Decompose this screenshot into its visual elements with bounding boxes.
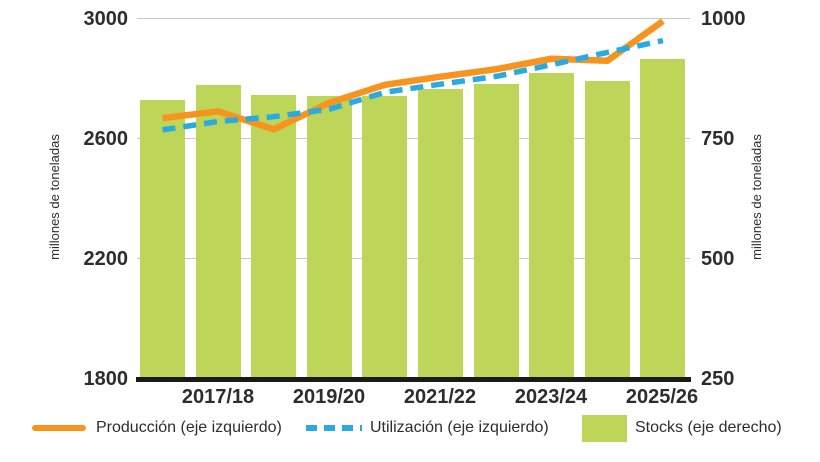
legend-label-stocks: Stocks (eje derecho) — [635, 419, 782, 436]
x-axis-tick: 2019/20 — [292, 386, 366, 408]
x-axis-tick: 2021/22 — [403, 386, 477, 408]
left-axis-tick: 2200 — [83, 248, 129, 270]
stocks-square-swatch-icon — [582, 414, 627, 442]
stock-bar-2017-18 — [195, 84, 241, 377]
stock-bar-2018-19 — [251, 95, 297, 377]
left-axis-tick: 1800 — [83, 368, 129, 390]
legend-item-stocks: Stocks (eje derecho) — [582, 412, 782, 444]
stock-bar-2025-26 — [640, 59, 686, 377]
right-axis-tick: 500 — [701, 248, 735, 270]
right-axis-tick: 750 — [701, 128, 735, 150]
gridline-mid-upper — [137, 138, 690, 139]
stock-bar-2023-24 — [529, 72, 575, 377]
left-axis-tick: 3000 — [83, 8, 129, 30]
x-axis-tick: 2017/18 — [181, 386, 255, 408]
line-series-layer — [162, 18, 665, 133]
legend-item-utilizacion: Utilización (eje izquierdo) — [306, 412, 549, 444]
gridline-top — [137, 18, 690, 19]
stock-bar-2020-21 — [362, 95, 408, 377]
legend-item-produccion: Producción (eje izquierdo) — [32, 412, 282, 444]
stock-bar-2016-17 — [140, 99, 185, 377]
stock-bar-2021-22 — [418, 88, 463, 377]
left-axis-title: millones de toneladas — [47, 134, 62, 260]
right-axis-tick: 250 — [701, 368, 735, 390]
right-axis-title: millones de toneladas — [749, 134, 764, 260]
legend-label-utilizacion: Utilización (eje izquierdo) — [370, 419, 549, 436]
right-axis-tick: 1000 — [701, 8, 746, 30]
utilizacion-dash-swatch-icon — [306, 425, 362, 431]
x-axis-line — [136, 377, 691, 382]
x-axis-tick: 2023/24 — [514, 386, 588, 408]
left-axis-tick: 2600 — [83, 128, 129, 150]
stock-bar-2022-23 — [473, 84, 519, 377]
legend-label-produccion: Producción (eje izquierdo) — [96, 419, 282, 436]
x-axis-tick: 2025/26 — [625, 386, 699, 408]
gridline-mid-lower — [137, 258, 690, 259]
produccion-line-swatch-icon — [32, 425, 86, 431]
stock-bar-2019-20 — [306, 95, 352, 377]
stock-bar-2024-25 — [584, 80, 630, 377]
